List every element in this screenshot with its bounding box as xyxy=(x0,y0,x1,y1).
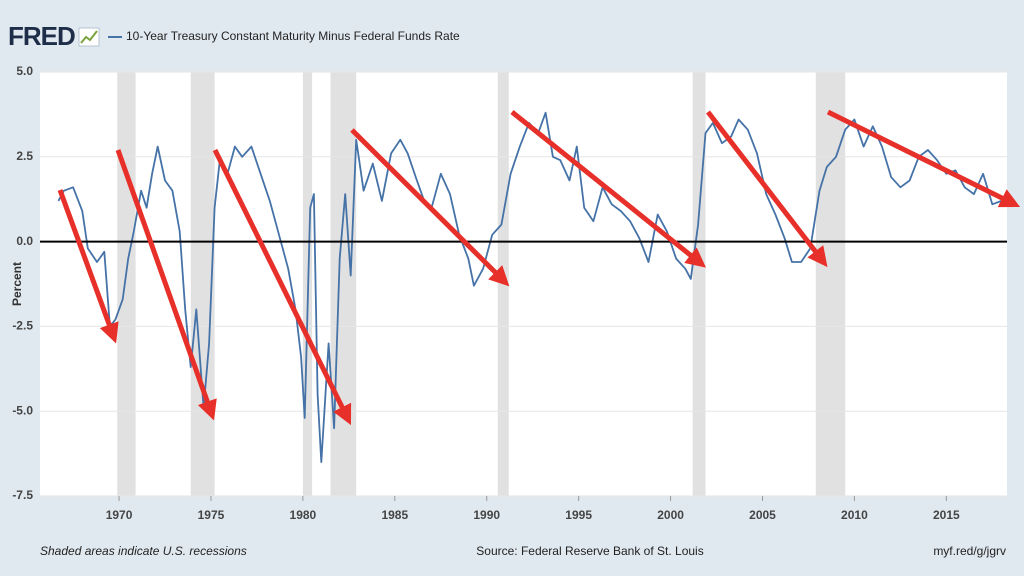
x-tick-label: 2010 xyxy=(841,508,868,522)
y-tick-label: 2.5 xyxy=(16,149,33,163)
y-tick-label: -5.0 xyxy=(12,403,33,417)
recession-band xyxy=(330,72,357,496)
arrow xyxy=(350,128,510,287)
y-tick-label: -7.5 xyxy=(12,488,33,502)
recession-band xyxy=(190,72,215,496)
arrow xyxy=(706,110,828,268)
y-tick-label: 0.0 xyxy=(16,234,33,248)
annotation-arrows xyxy=(57,109,1021,426)
x-tick-label: 1970 xyxy=(106,508,133,522)
x-tick-label: 1975 xyxy=(198,508,225,522)
legend-label: 10-Year Treasury Constant Maturity Minus… xyxy=(126,29,460,43)
x-tick-label: 1985 xyxy=(381,508,408,522)
y-axis-label: Percent xyxy=(10,262,24,306)
link: myf.red/g/jgrv xyxy=(933,544,1006,558)
y-tick-label: 5.0 xyxy=(16,64,33,78)
footnote: Shaded areas indicate U.S. recessions xyxy=(40,544,247,558)
x-tick-label: 1990 xyxy=(473,508,500,522)
arrow xyxy=(212,148,352,426)
x-tick-label: 2005 xyxy=(749,508,776,522)
arrow xyxy=(826,109,1021,208)
logo: FRED xyxy=(8,21,75,51)
source: Source: Federal Reserve Bank of St. Loui… xyxy=(476,544,703,558)
recession-band xyxy=(117,72,136,496)
arrow xyxy=(510,110,707,268)
x-tick-label: 2015 xyxy=(933,508,960,522)
x-tick-label: 2000 xyxy=(657,508,684,522)
data-line xyxy=(57,111,1002,463)
y-tick-label: -2.5 xyxy=(12,319,33,333)
x-tick-label: 1980 xyxy=(290,508,317,522)
recession-band xyxy=(692,72,706,496)
arrow xyxy=(57,189,119,344)
x-tick-label: 1995 xyxy=(565,508,592,522)
arrow xyxy=(115,149,217,421)
recession-band xyxy=(815,72,846,496)
logo-icon xyxy=(78,27,100,47)
recession-band xyxy=(497,72,509,496)
